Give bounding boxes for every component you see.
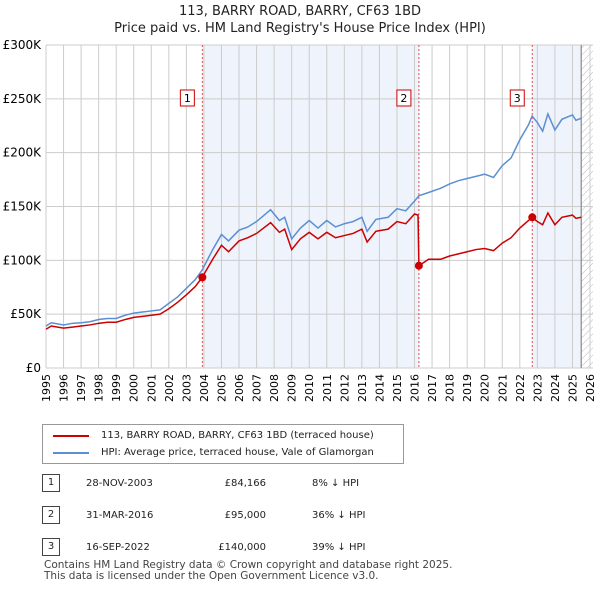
x-tick-label: 2005 — [215, 374, 228, 402]
x-tick-label: 2010 — [303, 374, 316, 402]
x-tick-label: 2023 — [531, 374, 544, 402]
x-tick-label: 2014 — [373, 374, 386, 402]
x-tick-label: 2024 — [549, 374, 562, 402]
chart-title: 113, BARRY ROAD, BARRY, CF63 1BD — [178, 4, 422, 19]
sale-point — [414, 261, 423, 270]
x-tick-label: 1997 — [75, 374, 88, 402]
sale-number: 2 — [42, 506, 60, 524]
sale-row: 3 16-SEP-2022 £140,000 39% ↓ HPI — [42, 538, 442, 558]
footer-copyright: Contains HM Land Registry data © Crown c… — [44, 559, 453, 571]
y-tick-label: £150K — [3, 200, 43, 214]
sale-date: 28-NOV-2003 — [86, 478, 153, 489]
footer: Contains HM Land Registry data © Crown c… — [44, 560, 452, 582]
sale-badge-label: 1 — [184, 92, 191, 105]
x-tick-label: 1996 — [58, 374, 71, 402]
sale-badge-label: 2 — [400, 92, 407, 105]
x-tick-label: 2022 — [514, 374, 527, 402]
footer-licence: This data is licensed under the Open Gov… — [44, 570, 379, 582]
sale-hpi-delta: 36% ↓ HPI — [312, 510, 366, 521]
x-tick-label: 2020 — [479, 374, 492, 402]
sale-badge — [509, 89, 525, 107]
x-tick-label: 2002 — [163, 374, 176, 402]
sale-row: 1 28-NOV-2003 £84,166 8% ↓ HPI — [42, 474, 442, 494]
legend-label-hpi: HPI: Average price, terraced house, Vale… — [101, 447, 374, 458]
x-tick-label: 2019 — [461, 374, 474, 402]
sale-date: 31-MAR-2016 — [86, 510, 154, 521]
legend: 113, BARRY ROAD, BARRY, CF63 1BD (terrac… — [42, 424, 404, 464]
sale-number: 3 — [42, 538, 60, 556]
x-tick-label: 2008 — [268, 374, 281, 402]
legend-swatch-hpi — [53, 451, 89, 454]
x-tick-label: 2009 — [286, 374, 299, 402]
chart-subtitle: Price paid vs. HM Land Registry's House … — [114, 21, 486, 36]
sale-number: 1 — [42, 474, 60, 492]
y-tick-label: £200K — [3, 146, 43, 160]
x-tick-label: 2003 — [180, 374, 193, 402]
y-tick-label: £300K — [3, 38, 43, 52]
x-tick-label: 2017 — [426, 374, 439, 402]
x-tick-label: 2000 — [128, 374, 141, 402]
x-tick-label: 2006 — [233, 374, 246, 402]
x-tick-label: 2015 — [391, 374, 404, 402]
legend-label-property: 113, BARRY ROAD, BARRY, CF63 1BD (terrac… — [101, 430, 374, 441]
sale-hpi-delta: 39% ↓ HPI — [312, 542, 366, 553]
hpi-line — [45, 111, 582, 327]
x-tick-label: 2018 — [444, 374, 457, 402]
y-tick-label: £100K — [3, 253, 43, 267]
x-tick-label: 1998 — [93, 374, 106, 402]
sale-badge — [396, 89, 412, 107]
x-tick-label: 2012 — [338, 374, 351, 402]
x-tick-label: 2016 — [409, 374, 422, 402]
sale-row: 2 31-MAR-2016 £95,000 36% ↓ HPI — [42, 506, 442, 526]
x-tick-label: 2026 — [584, 374, 597, 402]
x-tick-label: 2004 — [198, 374, 211, 402]
x-tick-label: 2013 — [356, 374, 369, 402]
x-tick-label: 1999 — [110, 374, 123, 402]
sale-point — [198, 273, 207, 282]
y-tick-label: £0 — [26, 361, 41, 375]
legend-swatch-property — [53, 434, 89, 437]
y-tick-label: £250K — [3, 92, 43, 106]
x-tick-label: 2001 — [145, 374, 158, 402]
sale-date: 16-SEP-2022 — [86, 542, 150, 553]
y-tick-label: £50K — [10, 307, 42, 321]
sale-point — [528, 213, 537, 222]
x-tick-label: 2021 — [496, 374, 509, 402]
x-tick-label: 2011 — [321, 374, 334, 402]
sale-badge — [179, 89, 195, 107]
sale-badge-label: 3 — [514, 92, 521, 105]
x-tick-label: 2025 — [566, 374, 579, 402]
sale-hpi-delta: 8% ↓ HPI — [312, 478, 360, 489]
price-chart: 1995 1996 1997 1998 1999 2000 2001 2002 2003 2004… — [3, 38, 597, 402]
property-price-line — [45, 211, 582, 330]
x-tick-label: 1995 — [40, 374, 53, 402]
x-tick-label: 2007 — [251, 374, 264, 402]
